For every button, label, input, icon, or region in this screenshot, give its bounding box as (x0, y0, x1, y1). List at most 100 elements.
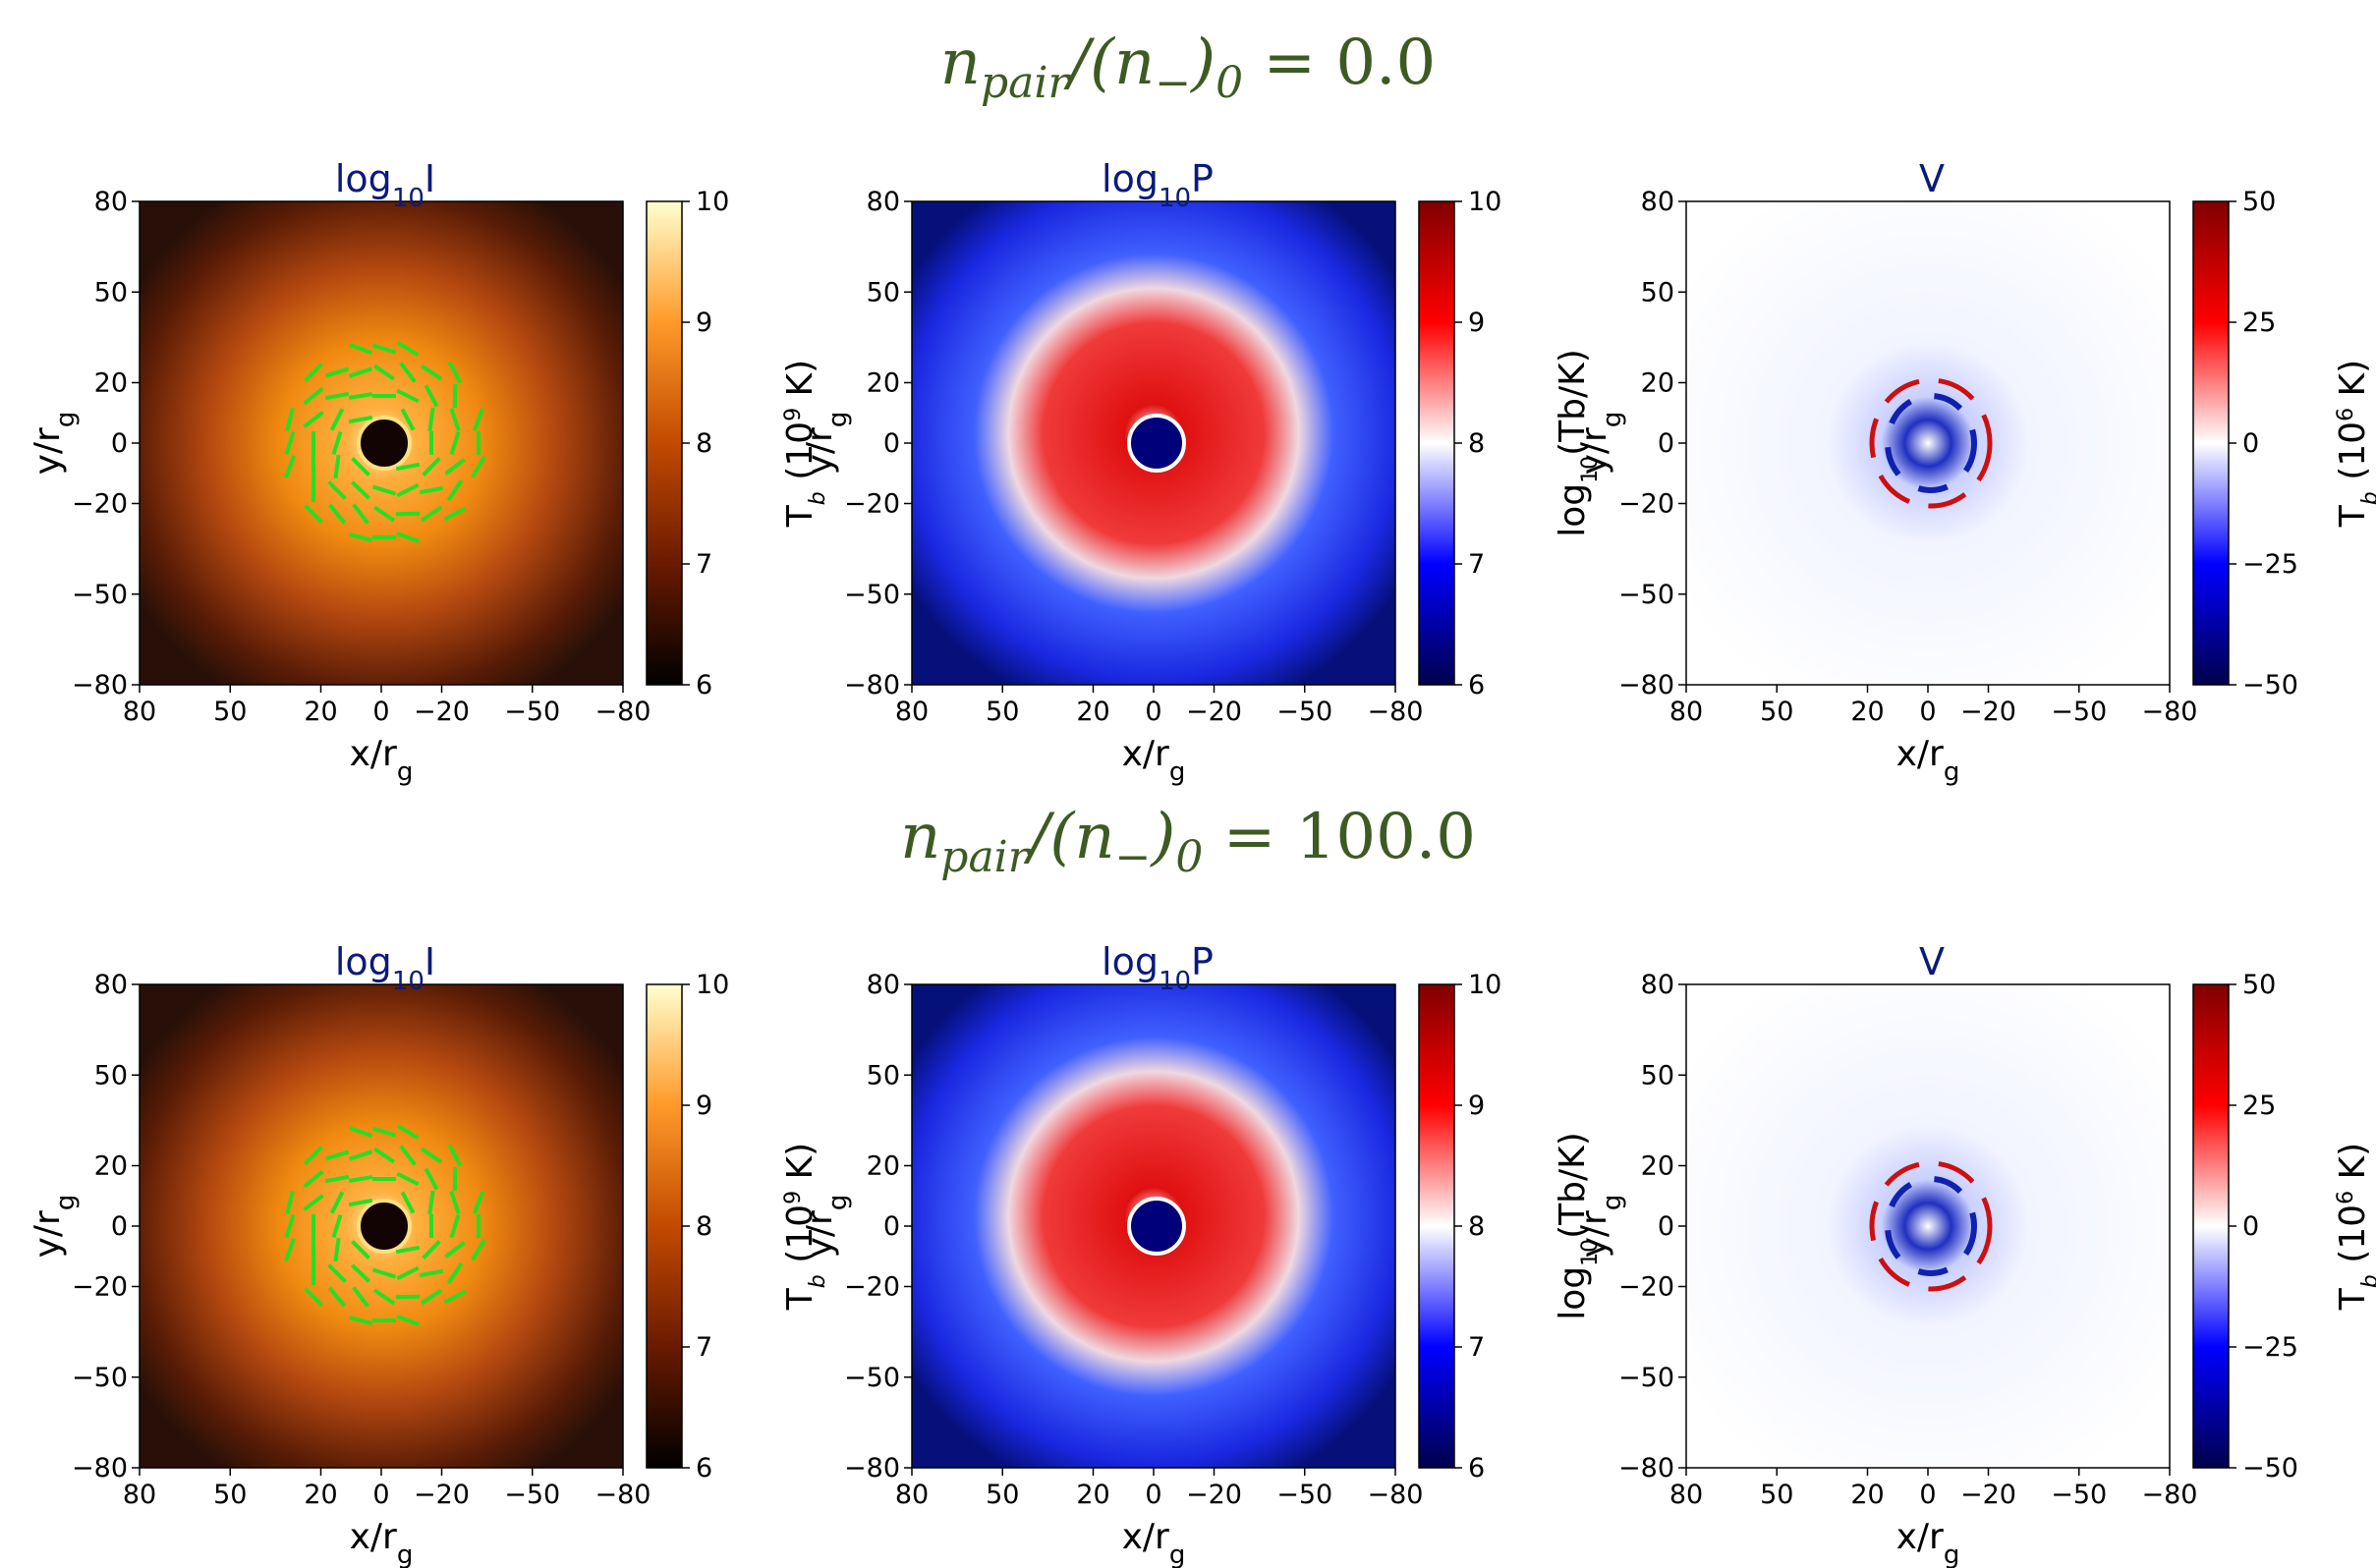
colorbar-tick-label: 7 (1468, 549, 1485, 580)
y-tick-label: −80 (72, 670, 128, 700)
polarization-tick (372, 505, 396, 523)
polarization-tick (396, 1314, 420, 1327)
polarization-tick (396, 1171, 420, 1187)
y-tick-label: 50 (1641, 277, 1674, 308)
colorbar (646, 200, 683, 686)
colorbar-tick-label: 6 (696, 670, 712, 700)
polarization-tick (371, 1126, 397, 1138)
polarization-tick (348, 392, 373, 400)
polarization-tick (304, 363, 323, 382)
polarization-tick (348, 1175, 373, 1183)
polarization-tick (395, 462, 421, 472)
polarization-tick (447, 1144, 463, 1167)
x-tick-label: −50 (504, 697, 560, 727)
polarization-tick (324, 391, 350, 401)
polarization-tick (327, 503, 347, 525)
colorbar-tick-label: 10 (1468, 187, 1501, 217)
colorbar-tick-label: 7 (696, 549, 712, 580)
y-tick-label: −80 (72, 1453, 128, 1484)
colorbar-tick-label: 10 (696, 970, 729, 1000)
polarization-tick (303, 1169, 324, 1189)
colorbar-tick-label: 8 (696, 428, 712, 459)
polarization-tick (352, 1286, 369, 1308)
colorbar-tick-label: 0 (2242, 428, 2259, 459)
polarization-tick (327, 480, 347, 500)
panel-title: V (1919, 940, 1945, 983)
y-tick-label: 50 (94, 277, 128, 308)
y-axis-label: y/rg (800, 1195, 853, 1259)
y-tick-label: 20 (867, 368, 900, 399)
polarization-tick (371, 484, 397, 496)
polarization-tick (372, 1147, 396, 1164)
panel-title: V (1919, 157, 1945, 200)
polarization-tick (324, 366, 350, 378)
panel-r0-c2: 80805050202000−20−20−50−50−80−80x/rgy/rg… (1574, 157, 2376, 787)
y-tick-label: −20 (1618, 1272, 1674, 1303)
y-tick-label: 80 (94, 970, 128, 1000)
colorbar-tick-label: −25 (2242, 1332, 2298, 1363)
polarization-tick (304, 504, 323, 524)
polarization-tick (349, 1125, 372, 1139)
x-tick-label: 20 (1076, 1480, 1109, 1510)
polarization-tick (331, 1213, 343, 1239)
polarization-tick (399, 1145, 417, 1166)
polarization-tick (420, 1147, 443, 1164)
x-axis-label: x/rg (1896, 734, 1960, 787)
y-tick-label: 20 (1641, 1151, 1674, 1182)
x-axis-label: x/rg (1122, 734, 1186, 787)
polarization-tick (372, 364, 396, 381)
colorbar-tick-label: 10 (1468, 970, 1501, 1000)
y-tick-label: −20 (1618, 489, 1674, 520)
x-tick-label: −20 (414, 697, 470, 727)
x-tick-label: −50 (2051, 1480, 2107, 1510)
black-hole-shadow (1127, 414, 1186, 473)
y-tick-label: −80 (844, 670, 900, 700)
polarization-tick (424, 384, 439, 408)
x-tick-label: 80 (123, 697, 156, 727)
y-tick-label: 50 (867, 1060, 900, 1091)
y-tick-label: 0 (111, 1211, 128, 1242)
polarization-tick (283, 455, 297, 478)
y-tick-label: 0 (1658, 1211, 1674, 1242)
x-tick-label: −80 (595, 1480, 651, 1510)
colorbar-tick-label: 7 (696, 1332, 712, 1363)
x-tick-label: 0 (1919, 1480, 1936, 1510)
colorbar-tick-label: −50 (2242, 1453, 2298, 1484)
polarization-tick (472, 1191, 485, 1214)
photon-ring (1869, 1160, 1993, 1292)
polarization-tick (352, 503, 369, 525)
x-tick-label: −20 (1186, 697, 1242, 727)
polarization-tick (348, 415, 373, 424)
polarization-tick (348, 1316, 373, 1325)
polarization-tick (396, 388, 420, 404)
y-tick-label: 0 (111, 428, 128, 459)
polarization-tick (285, 407, 295, 432)
panel-r1-c1: 80 80 50 50 20 20 0 0 −20 −20 −50 −50 −80 −80 x/rg y/rg… (800, 940, 1603, 1568)
black-hole-shadow (357, 1199, 412, 1254)
x-tick-label: 50 (1760, 697, 1793, 727)
polarization-tick (444, 458, 466, 476)
polarization-tick (395, 1294, 421, 1300)
colorbar-tick-label: 6 (1468, 670, 1485, 700)
x-tick-label: 0 (1145, 697, 1161, 727)
polarization-tick (348, 1149, 373, 1161)
colorbar-tick-label: −50 (2242, 670, 2298, 700)
polarization-tick (396, 1265, 420, 1281)
colorbar-tick-label: 9 (1468, 1091, 1485, 1121)
x-tick-label: 50 (1760, 1480, 1793, 1510)
polarization-tick (372, 1288, 396, 1306)
polarization-tick (304, 1287, 323, 1307)
x-tick-label: −20 (414, 1480, 470, 1510)
inner-ring (1885, 1176, 1977, 1276)
colorbar-tick-label: 0 (2242, 1211, 2259, 1242)
polarization-tick (333, 454, 341, 479)
polarization-tick (395, 511, 421, 517)
polarization-tick (443, 506, 467, 522)
polarization-tick (333, 1237, 341, 1262)
colorbar-label: Tb (106 K) (2333, 1143, 2376, 1311)
colorbar-tick-label: 50 (2242, 970, 2276, 1000)
polarization-tick (396, 531, 420, 544)
polarization-tick (449, 407, 461, 432)
x-tick-label: −80 (2142, 697, 2198, 727)
colorbar-tick-label: 10 (696, 187, 729, 217)
